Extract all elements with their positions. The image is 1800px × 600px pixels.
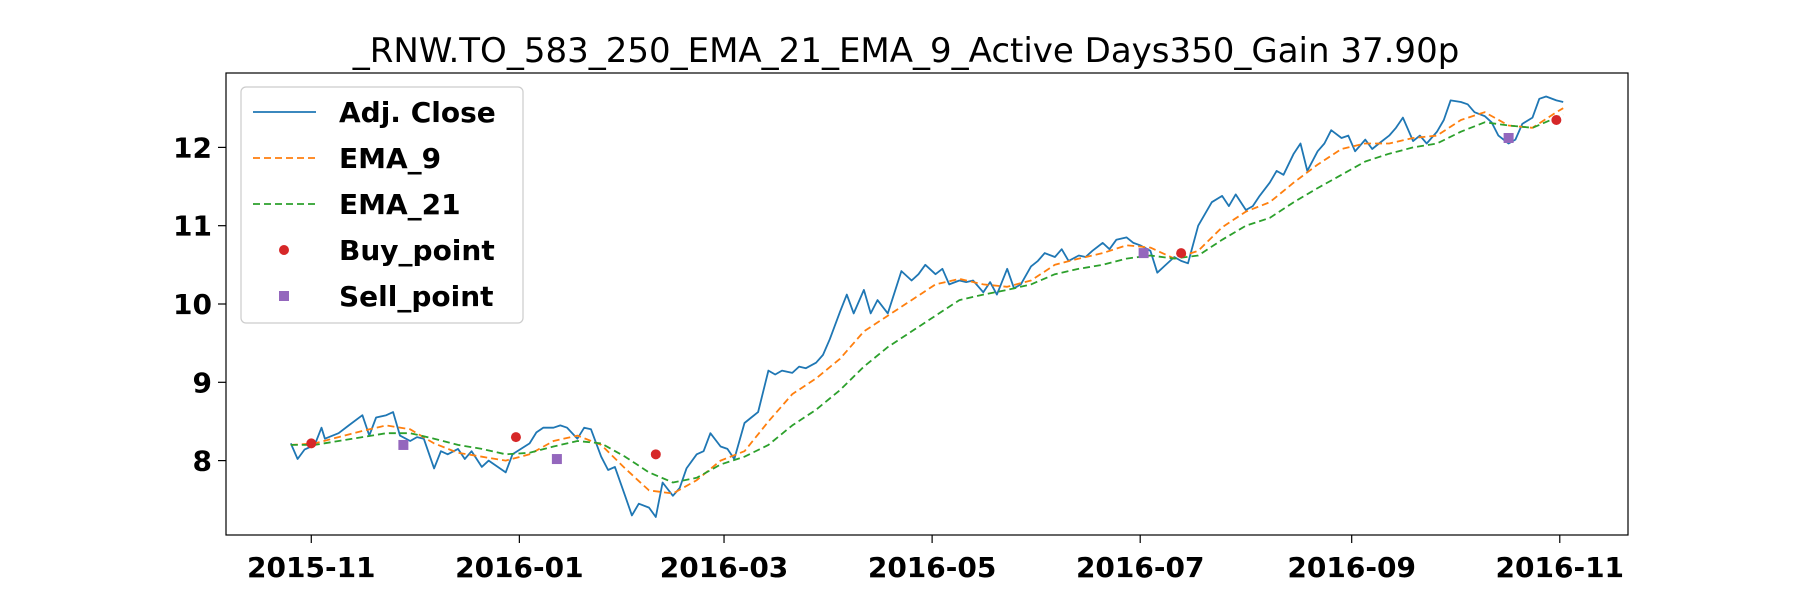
legend-label-ema-9: EMA_9 <box>339 142 441 175</box>
legend: Adj. Close EMA_9 EMA_21 Buy_point Sell_point <box>240 86 524 324</box>
buy-point-marker <box>1551 114 1562 125</box>
x-tick-label: 2016-01 <box>455 551 584 584</box>
sell-point-marker <box>1503 132 1514 143</box>
chart-title: _RNW.TO_583_250_EMA_21_EMA_9_Active Days… <box>352 31 1460 71</box>
sell-point-marker <box>1138 248 1149 259</box>
series-line-ema-9 <box>290 107 1564 495</box>
x-tick-label: 2016-05 <box>868 551 997 584</box>
x-tick-label: 2016-03 <box>660 551 789 584</box>
legend-label-ema-21: EMA_21 <box>339 188 461 221</box>
legend-label-sell-point: Sell_point <box>339 280 494 313</box>
sell-point-marker <box>398 439 409 450</box>
buy-point-marker <box>306 438 317 449</box>
y-tick-label: 12 <box>173 131 212 164</box>
sell-point-marker <box>551 454 562 465</box>
y-tick-label: 10 <box>173 288 212 321</box>
x-tick-label: 2016-07 <box>1076 551 1205 584</box>
y-tick-label: 8 <box>193 445 212 478</box>
legend-box <box>240 86 524 324</box>
y-tick-label: 11 <box>173 210 212 243</box>
x-tick-label: 2016-09 <box>1287 551 1416 584</box>
buy-point-marker <box>1176 248 1187 259</box>
buy-point-marker <box>510 432 521 443</box>
legend-swatch-sell-point <box>279 291 289 301</box>
legend-swatch-buy-point <box>279 245 289 255</box>
buy-point-marker <box>650 449 661 460</box>
series-line-ema-21 <box>290 113 1564 484</box>
axis-layer: 2015-11 2016-01 2016-03 2016-05 2016-07 2016-… <box>173 131 1624 584</box>
x-tick-label: 2016-11 <box>1496 551 1625 584</box>
legend-label-adj-close: Adj. Close <box>339 96 496 129</box>
series-layer <box>289 95 1564 518</box>
legend-label-buy-point: Buy_point <box>339 234 495 267</box>
x-tick-label: 2015-11 <box>247 551 376 584</box>
series-line-adj-close <box>289 95 1564 518</box>
y-tick-label: 9 <box>193 366 212 399</box>
marker-layer <box>306 114 1562 465</box>
